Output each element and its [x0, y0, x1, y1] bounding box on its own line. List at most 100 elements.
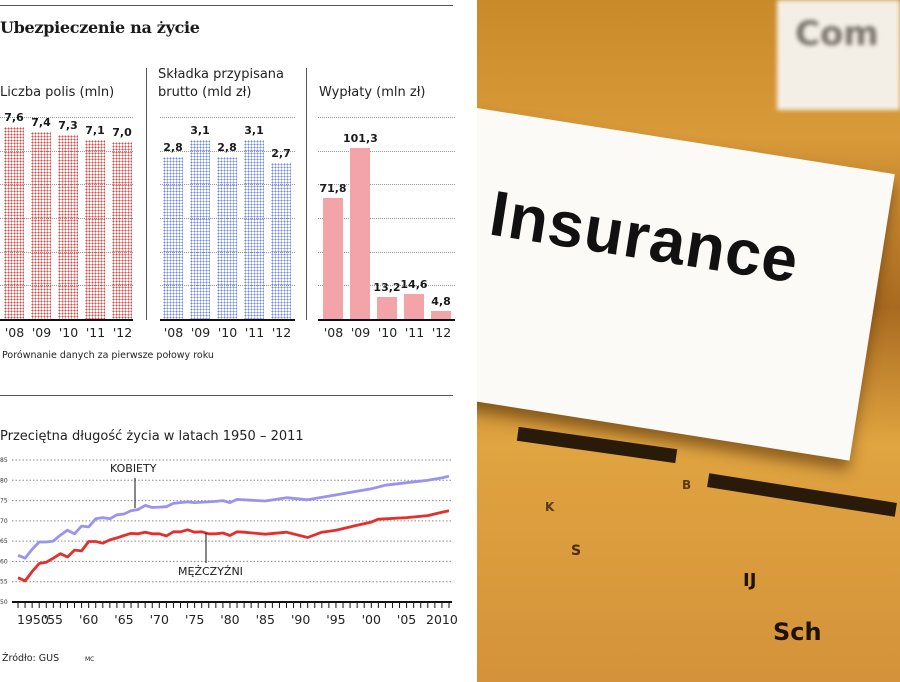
bar-value-label: 7,1	[85, 123, 105, 137]
x-tick-label: '11	[85, 325, 106, 340]
folder-letter: Sch	[773, 618, 822, 646]
bar-value-label: 2,7	[271, 147, 291, 161]
chart3-title: Wypłaty (mln zł)	[319, 85, 426, 100]
author-initials: MC	[85, 656, 95, 663]
bar	[85, 139, 105, 319]
divider	[146, 68, 147, 320]
bar	[58, 134, 78, 319]
bar	[190, 140, 210, 319]
x-tick-label: '55	[44, 612, 63, 627]
bar	[112, 142, 132, 319]
bar	[217, 157, 237, 319]
y-tick-label: 55	[0, 579, 8, 586]
y-tick-label: 75	[0, 498, 8, 505]
bar-charts: 7,6 '08 7,4 '09 7,3 '10 7,1 '11 7,0 '12 2,8 '08 3,1 '…	[0, 0, 470, 360]
gridline	[160, 117, 295, 118]
source-note: Źródło: GUS	[2, 653, 60, 664]
y-tick-label: 65	[0, 538, 8, 545]
x-tick-label: '12	[271, 325, 292, 340]
folder-letter: B	[682, 478, 692, 492]
y-tick-label: 60	[0, 558, 8, 565]
bar	[404, 294, 424, 319]
x-tick-label: 2010	[426, 612, 458, 627]
infographic-panel: Ubezpieczenie na życie Liczba polis (mln…	[0, 0, 470, 664]
x-tick-label: 1950	[17, 612, 49, 627]
x-tick-label: '08	[323, 325, 344, 340]
x-tick-label: '90	[291, 612, 310, 627]
bar	[244, 140, 264, 319]
y-tick-label: 85	[0, 457, 8, 464]
bar-value-label: 14,6	[400, 278, 428, 292]
y-tick-label: 50	[0, 599, 8, 606]
folder-rail	[707, 473, 897, 517]
footnote: Porównanie danych za pierwsze połowy rok…	[2, 350, 214, 361]
bar	[377, 296, 397, 319]
x-tick-label: '80	[220, 612, 239, 627]
line-chart-title: Przeciętna długość życia w latach 1950 –…	[0, 429, 304, 444]
y-tick-label: 80	[0, 477, 8, 484]
gridline	[318, 184, 455, 186]
bar-value-label: 13,2	[373, 280, 401, 294]
insurance-folder-photo: Com Insurance B K S IJ Sch	[477, 0, 900, 682]
x-tick-label: '60	[79, 612, 98, 627]
x-tick-label: '10	[377, 325, 398, 340]
gridline	[318, 251, 455, 253]
bar-value-label: 7,4	[31, 116, 51, 130]
series-line-women	[17, 474, 450, 560]
series-label-mezczyzni: MĘŻCZYŹNI	[178, 565, 243, 578]
gridline	[318, 150, 455, 152]
bar-value-label: 7,0	[112, 126, 132, 140]
x-tick-label: '09	[31, 325, 52, 340]
bar	[4, 127, 24, 319]
x-tick-label: '75	[185, 612, 204, 627]
back-tab-label: Com	[795, 14, 879, 54]
bar-value-label: 3,1	[244, 124, 264, 138]
folder-letter: IJ	[743, 570, 757, 591]
bar-value-label: 4,8	[431, 294, 451, 308]
x-tick-label: '65	[114, 612, 133, 627]
back-folder-tab: Com	[777, 0, 900, 110]
x-tick-label: '08	[4, 325, 25, 340]
gridline	[318, 117, 455, 118]
life-expectancy-line-chart: 50 55 60 65 70 75 80 85 1950'55 '60 '65 '70 '75 '80 '8…	[0, 457, 458, 627]
bar-value-label: 7,6	[4, 111, 24, 125]
x-tick-label: '11	[244, 325, 265, 340]
x-tick-label: '12	[431, 325, 452, 340]
section-rule	[0, 395, 453, 396]
bar-value-label: 71,8	[319, 182, 347, 196]
gridline	[318, 285, 455, 287]
x-tick-label: '70	[150, 612, 169, 627]
x-axis-line	[0, 319, 133, 321]
x-tick-label: '10	[58, 325, 79, 340]
gridline	[160, 150, 295, 152]
folder-letter: K	[545, 500, 555, 514]
folder-rail	[516, 426, 678, 464]
series-label-kobiety: KOBIETY	[110, 462, 157, 475]
x-tick-label: '11	[404, 325, 425, 340]
bar	[323, 198, 343, 319]
infographic-title: Ubezpieczenie na życie	[0, 18, 200, 37]
gridline	[318, 218, 455, 219]
gridline	[0, 117, 133, 118]
x-axis-line	[318, 319, 455, 321]
chart2-title-line1: Składka przypisana	[158, 67, 285, 82]
bar	[271, 163, 291, 319]
insurance-folder-tab: Insurance	[477, 108, 895, 461]
x-tick-label: '95	[326, 612, 345, 627]
bar-value-label: 101,3	[343, 132, 378, 146]
bar	[31, 132, 51, 319]
x-tick-label: '10	[217, 325, 238, 340]
bar	[163, 157, 183, 319]
bar	[350, 148, 370, 319]
y-tick-label: 70	[0, 518, 8, 525]
x-tick-label: '08	[163, 325, 184, 340]
chart2-title-line2: brutto (mld zł)	[158, 85, 252, 100]
series-line-men	[17, 509, 450, 583]
x-tick-label: '00	[362, 612, 381, 627]
x-tick-label: '09	[350, 325, 371, 340]
x-tick-label: '85	[256, 612, 275, 627]
x-tick-label: '12	[112, 325, 133, 340]
x-axis-line	[160, 319, 295, 321]
x-tick-label: '09	[190, 325, 211, 340]
